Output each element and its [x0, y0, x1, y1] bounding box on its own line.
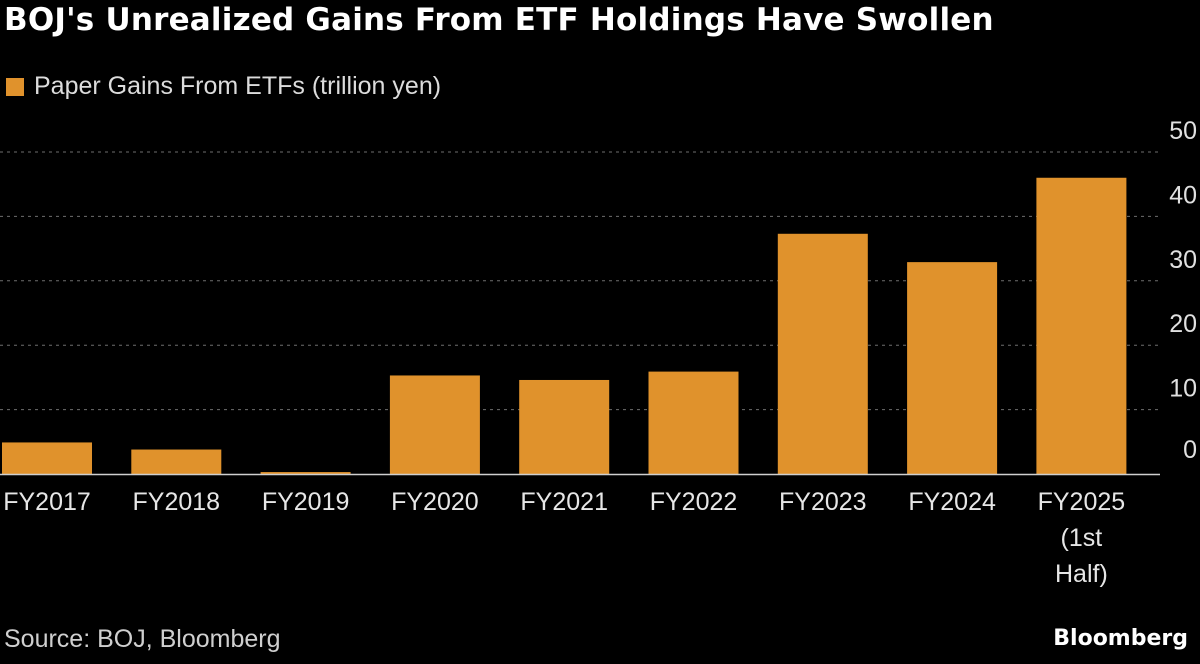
- bar: [2, 442, 92, 474]
- bloomberg-logo: Bloomberg: [1053, 626, 1188, 651]
- y-tick-label: 50: [1169, 117, 1197, 145]
- x-tick-label: FY2025 (1st Half): [1038, 488, 1126, 588]
- y-tick-label: 30: [1169, 246, 1197, 274]
- bar: [260, 472, 351, 474]
- bar: [777, 233, 868, 474]
- legend-label: Paper Gains From ETFs (trillion yen): [34, 72, 442, 100]
- bar: [519, 379, 610, 474]
- x-tick-label: FY2018: [133, 488, 221, 516]
- bar: [1036, 177, 1127, 474]
- x-tick-label: FY2022: [650, 488, 738, 516]
- bar: [389, 375, 480, 474]
- chart-title: BOJ's Unrealized Gains From ETF Holdings…: [4, 2, 994, 38]
- x-tick-label: FY2024: [908, 488, 996, 516]
- x-tick-label: FY2021: [520, 488, 608, 516]
- bar: [131, 449, 222, 474]
- y-tick-label: 20: [1169, 310, 1197, 338]
- y-tick-label: 0: [1183, 436, 1197, 464]
- x-tick-label: FY2020: [391, 488, 479, 516]
- x-tick-label: FY2023: [779, 488, 867, 516]
- legend-swatch: [6, 77, 24, 96]
- x-tick-label: FY2017: [3, 488, 91, 516]
- source-note: Source: BOJ, Bloomberg: [4, 625, 281, 653]
- x-tick-label: FY2019: [262, 488, 350, 516]
- legend: Paper Gains From ETFs (trillion yen): [6, 72, 441, 101]
- y-tick-label: 10: [1169, 375, 1197, 403]
- y-tick-label: 40: [1169, 181, 1197, 209]
- bar: [648, 371, 739, 474]
- bar: [907, 262, 998, 474]
